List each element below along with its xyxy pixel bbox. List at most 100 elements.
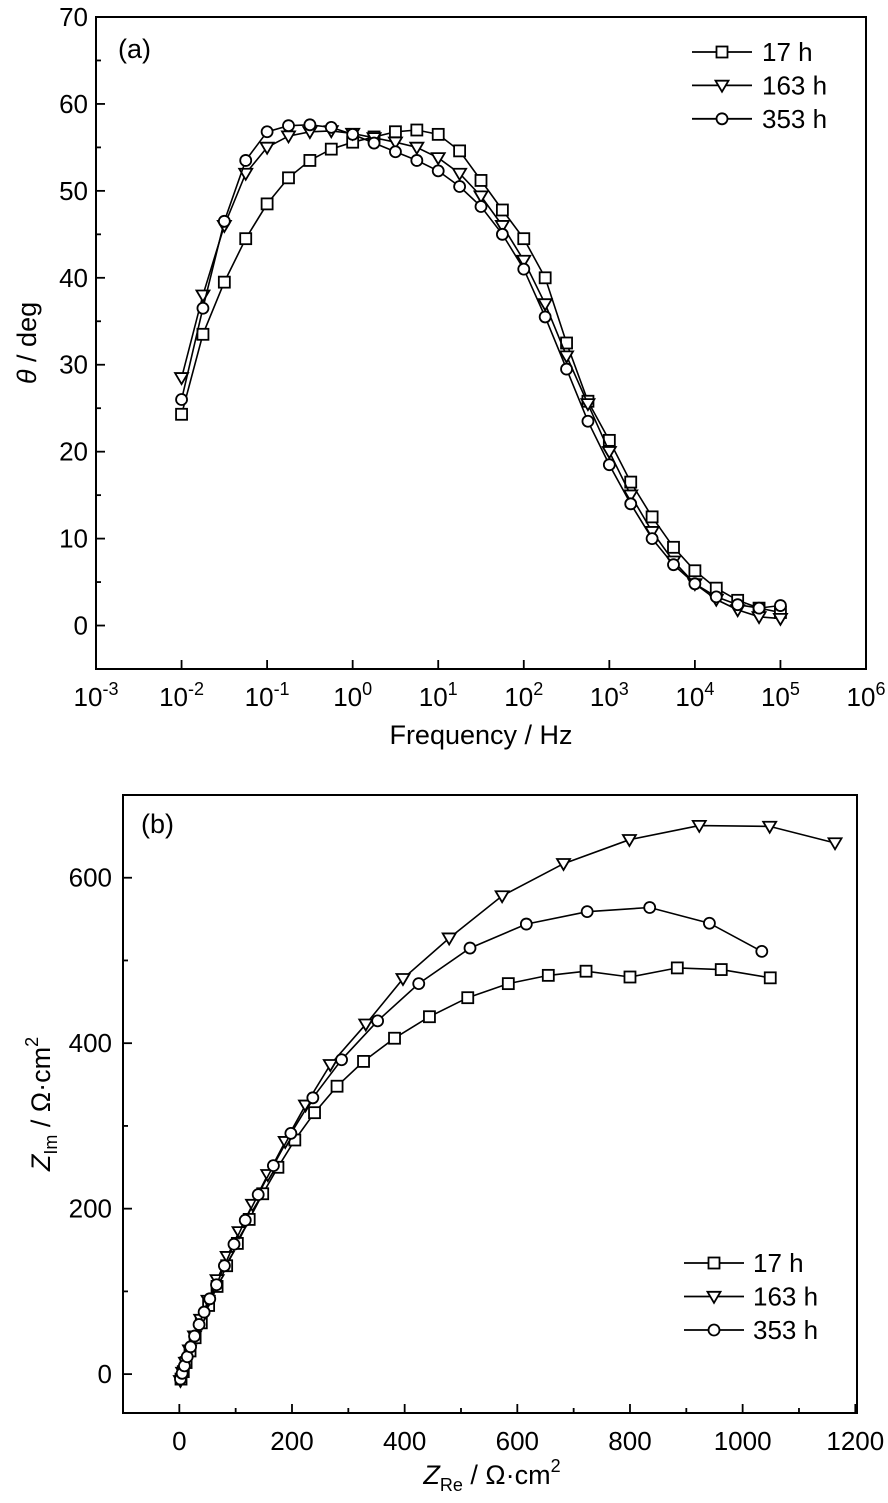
x-tick-label: 10-3 [74,679,119,712]
x-tick-label: 1200 [826,1426,884,1456]
square-marker [196,327,210,341]
triangle-down-marker [555,858,572,872]
square-marker [389,125,402,139]
x-tick-label: 10-2 [159,679,204,712]
circle-marker [538,310,552,324]
y-tick-label: 200 [69,1194,112,1224]
triangle-down-marker [621,834,638,848]
circle-marker [371,1014,385,1028]
circle-icon [715,112,729,126]
circle-marker [303,118,317,132]
triangle-down-marker [387,136,404,151]
y-axis-label: ZIm / Ω·cm2 [22,1037,61,1172]
square-marker [239,232,253,246]
circle-marker [474,200,488,213]
circle-marker [282,119,295,133]
circle-marker [410,154,424,167]
series-163-h [172,820,844,1389]
circle-marker [774,599,787,612]
triangle-down-marker [494,890,511,905]
triangle-down-marker [515,254,532,269]
panel-label: (b) [141,809,174,839]
legend-label-353-h: 353 h [762,104,827,134]
series-line-163-h [179,824,836,1381]
circle-marker [703,916,716,930]
y-tick-label: 600 [69,863,112,893]
circle-marker [367,136,381,150]
circle-marker [463,941,477,955]
square-marker [461,991,475,1005]
circle-marker [175,393,188,406]
x-tick-label: 1000 [714,1426,772,1456]
triangle-down-marker [761,820,778,835]
square-marker [303,154,317,167]
triangle-down-marker [322,1059,339,1073]
square-marker [670,961,684,975]
circle-marker [431,164,445,178]
y-axis-label: θ / deg [12,302,42,384]
square-marker [501,977,515,991]
square-marker [645,510,659,524]
y-tick-label: 0 [98,1359,112,1389]
square-marker [324,142,338,156]
circle-marker [197,1305,211,1319]
y-tick-label: 0 [74,611,88,641]
square-marker [260,197,274,211]
triangle-down-icon [713,79,731,94]
triangle-down-marker [451,167,468,182]
triangle-down-marker [691,820,708,834]
panel-a: 10-3 10-2 10-1 100 101 102 103 104 105 106 0 10 20 30… [12,2,885,750]
circle-marker [346,127,360,141]
x-tick-label: 100 [333,679,372,712]
circle-marker [581,414,595,428]
circle-marker [389,145,402,159]
circle-marker [203,1292,217,1306]
square-marker [423,1010,436,1024]
triangle-down-marker [280,130,297,145]
triangle-down-marker [537,298,554,312]
y-tick-label: 70 [59,2,88,32]
square-marker [308,1106,321,1120]
square-marker [431,127,445,141]
y-tick-label: 20 [59,437,88,467]
circle-marker [645,532,659,545]
circle-marker [335,1053,348,1067]
plot-frame [122,794,858,1414]
square-marker [410,123,424,137]
circle-marker [239,154,253,167]
square-marker [357,1054,370,1068]
square-marker [282,171,295,185]
legend-label-353-h: 353 h [753,1315,818,1345]
legend-label-163-h: 163 h [762,70,827,100]
square-marker [579,964,593,978]
legend-label-17-h: 17 h [762,37,813,67]
x-tick-label: 105 [761,679,800,712]
square-marker [541,968,555,982]
square-marker [330,1079,344,1093]
triangle-down-marker [259,141,276,156]
circle-marker [188,1329,201,1343]
circle-marker [324,121,338,134]
y-tick-label: 10 [59,524,88,554]
x-tick-label: 0 [172,1426,186,1456]
x-tick-label: 104 [675,679,714,712]
square-icon [707,1256,721,1270]
triangle-down-marker [622,489,639,504]
circle-marker [495,227,509,241]
square-marker [623,970,637,984]
series-17-h [175,123,787,619]
triangle-down-marker [601,446,618,460]
y-tick-label: 50 [59,176,88,206]
square-marker [763,971,777,985]
x-tick-label: 103 [590,679,629,712]
circle-marker [217,1259,231,1273]
series-353-h [174,901,769,1386]
square-marker [624,475,638,489]
panel-label: (a) [118,34,151,64]
triangle-down-marker [772,612,789,627]
square-marker [474,174,488,187]
circle-marker [260,125,274,139]
x-tick-label: 10-1 [245,679,290,712]
